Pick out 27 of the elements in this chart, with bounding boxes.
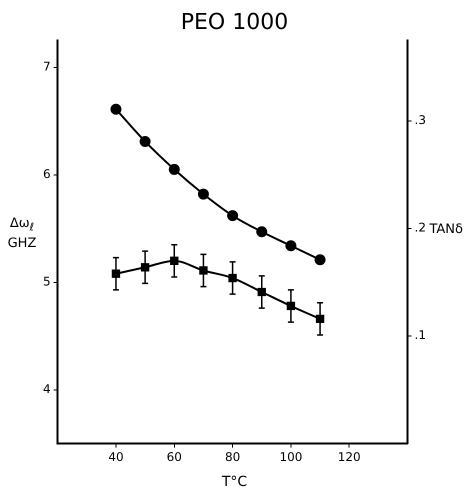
point bbox=[170, 256, 178, 265]
y-axis-title: Δω$_{ℓ}$ GHZ bbox=[6, 216, 38, 252]
y-tick-label: 7 bbox=[42, 59, 51, 74]
x-tick-label: 120 bbox=[338, 450, 361, 464]
point bbox=[198, 188, 209, 200]
y-tick-label: 4 bbox=[42, 382, 51, 396]
point bbox=[316, 314, 324, 324]
x-tick-label: 80 bbox=[224, 450, 240, 464]
point bbox=[256, 226, 268, 238]
y2-tick-label: .2 bbox=[414, 220, 426, 235]
x-tick-label: 40 bbox=[108, 450, 124, 464]
y-tick-label: 6 bbox=[42, 166, 51, 181]
x-tick-label: 60 bbox=[166, 450, 182, 464]
point bbox=[285, 240, 296, 252]
point bbox=[140, 136, 151, 147]
y2-tick-label: .3 bbox=[414, 113, 426, 128]
y2-tick-label: .1 bbox=[414, 328, 426, 342]
point bbox=[227, 210, 238, 222]
point bbox=[140, 263, 150, 272]
point bbox=[110, 104, 122, 115]
x-tick-label: 100 bbox=[279, 450, 302, 464]
y2-axis-title: TANδ bbox=[429, 222, 463, 237]
point bbox=[168, 164, 180, 175]
y-tick-label: 5 bbox=[42, 274, 51, 288]
chart-title: PEO 1000 bbox=[180, 10, 288, 35]
point bbox=[314, 254, 326, 266]
x-axis-title: T°C bbox=[220, 474, 248, 490]
